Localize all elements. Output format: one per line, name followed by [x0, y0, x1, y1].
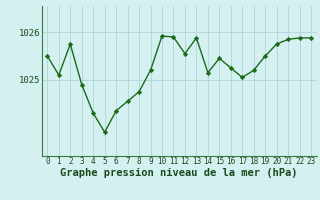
X-axis label: Graphe pression niveau de la mer (hPa): Graphe pression niveau de la mer (hPa) [60, 168, 298, 178]
